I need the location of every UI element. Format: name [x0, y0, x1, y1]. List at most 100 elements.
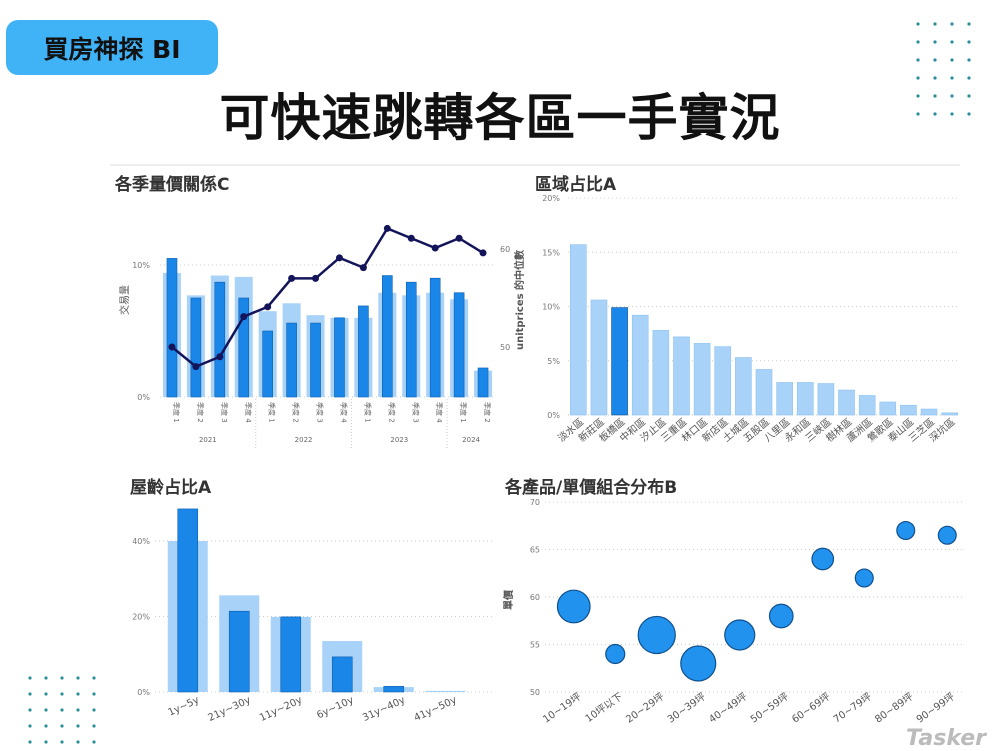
decor-dot: [60, 708, 64, 712]
quarter-label: 季度 2: [196, 402, 205, 423]
y-axis-label: 交易量: [118, 285, 131, 315]
district-bar: [631, 314, 649, 416]
size-label: 20~29坪: [623, 690, 666, 726]
decor-dot: [92, 740, 96, 744]
age-label: 11y~20y: [258, 695, 304, 724]
decor-dot: [933, 112, 937, 116]
price-line: [171, 226, 484, 369]
decor-dot: [92, 708, 96, 712]
quarter-label: 季度 4: [339, 402, 348, 423]
y-axis-label: 單價: [502, 589, 515, 610]
bubble: [811, 547, 835, 571]
dark-bar: [334, 317, 345, 398]
y-tick-label: 20%: [132, 613, 150, 622]
price-point: [216, 353, 224, 361]
decor-dot: [44, 724, 48, 728]
quarter-label: 季度 1: [172, 402, 181, 423]
decor-dot: [76, 692, 80, 696]
y-tick-label: 70: [530, 498, 540, 507]
year-label: 2021: [199, 436, 217, 444]
district-bar: [941, 412, 958, 416]
size-label: 10坪以下: [583, 690, 625, 725]
decor-dot: [950, 76, 954, 80]
age-label: 21y~30y: [206, 695, 252, 724]
quarter-label: 季度 3: [411, 402, 420, 423]
y-tick-label: 0%: [137, 393, 150, 402]
size-label: 90~99坪: [914, 690, 957, 726]
age-label: 6y~10y: [315, 695, 355, 722]
quarter-label: 季度 2: [483, 402, 492, 423]
district-bar: [714, 346, 732, 416]
y2-tick-label: 60: [500, 245, 510, 254]
watermark: Tasker: [906, 726, 986, 751]
decor-dot: [967, 22, 971, 26]
district-bar: [755, 369, 773, 416]
y-tick-label: 40%: [132, 537, 150, 546]
decor-dot: [950, 40, 954, 44]
chart-title-district: 區域占比A: [535, 175, 617, 195]
decor-dot: [933, 94, 937, 98]
district-bar: [879, 401, 897, 416]
dark-bar: [228, 610, 250, 693]
dark-bar: [190, 297, 202, 398]
dark-bar: [382, 275, 393, 398]
chart-title-scatter: 各產品/單價組合分布B: [505, 478, 678, 498]
year-label: 2022: [295, 436, 313, 444]
size-label: 10~19坪: [540, 690, 583, 726]
size-label: 70~79坪: [831, 690, 874, 726]
dark-bar: [331, 656, 353, 693]
district-bar: [838, 389, 855, 416]
y-tick-label: 10%: [542, 303, 560, 312]
quarter-label: 季度 1: [268, 402, 277, 423]
dark-bar: [214, 281, 226, 398]
y-tick-label: 5%: [547, 357, 560, 366]
decor-dot: [950, 94, 954, 98]
size-label: 30~39坪: [665, 690, 708, 726]
bubble: [854, 568, 874, 588]
decor-dot: [916, 94, 920, 98]
quarter-label: 季度 3: [220, 402, 229, 423]
district-bar: [796, 382, 814, 416]
quarter-label: 季度 2: [387, 402, 396, 423]
age-label: 41y~50y: [412, 695, 458, 724]
dark-bar: [286, 322, 297, 398]
y2-tick-label: 50: [500, 343, 510, 352]
district-bar: [920, 408, 938, 416]
district-bar: [570, 244, 587, 416]
year-label: 2023: [390, 436, 408, 444]
dark-bar: [238, 297, 250, 398]
decor-dot: [60, 724, 64, 728]
district-bar: [776, 382, 793, 416]
size-label: 40~49坪: [706, 690, 749, 726]
decor-dot: [76, 740, 80, 744]
decor-dot: [76, 676, 80, 680]
dark-bar: [177, 508, 199, 693]
decor-dot: [44, 676, 48, 680]
bubble: [637, 615, 676, 655]
y-tick-label: 55: [530, 641, 540, 650]
decor-dot: [967, 40, 971, 44]
district-bar: [735, 357, 752, 416]
app-badge: 買房神探 BI: [6, 20, 218, 75]
district-bar: [652, 330, 670, 416]
decor-dot: [933, 40, 937, 44]
price-point: [359, 264, 367, 272]
quarter-label: 季度 1: [459, 402, 468, 423]
price-point: [479, 249, 487, 257]
dark-bar: [453, 292, 465, 398]
dark-bar: [383, 686, 405, 693]
district-bar: [817, 383, 835, 416]
size-label: 80~89坪: [872, 690, 915, 726]
decor-dot: [916, 40, 920, 44]
decor-dot: [44, 692, 48, 696]
decor-dot: [60, 676, 64, 680]
bubble: [937, 525, 957, 545]
quarter-label: 季度 3: [316, 402, 325, 423]
y-tick-label: 60: [530, 593, 540, 602]
decor-dot: [950, 112, 954, 116]
bubble: [605, 643, 626, 665]
bubble: [896, 520, 916, 541]
dark-bar: [358, 305, 369, 398]
decor-dot: [916, 58, 920, 62]
decor-dot: [916, 76, 920, 80]
